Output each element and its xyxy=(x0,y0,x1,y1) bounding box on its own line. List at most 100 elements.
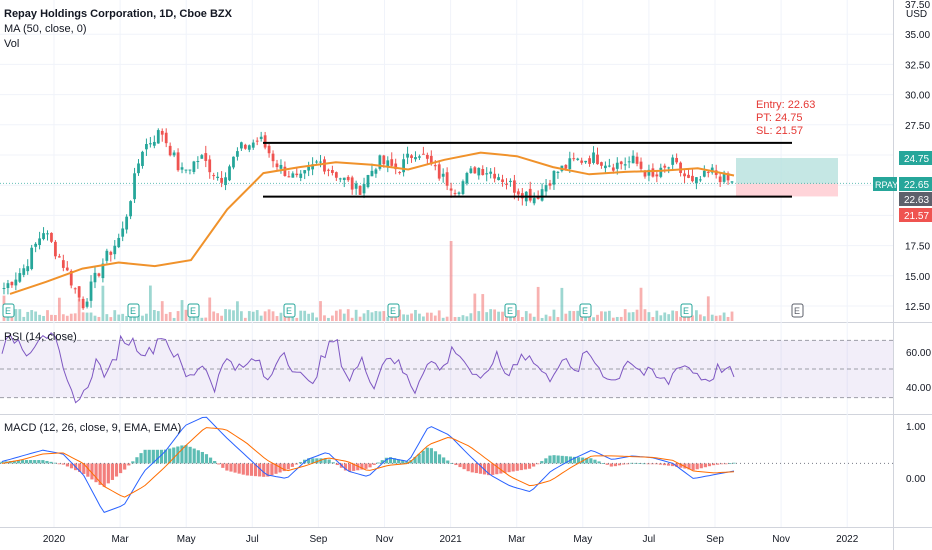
candle-body xyxy=(702,170,706,177)
candle-body xyxy=(358,186,362,195)
earnings-marker[interactable] xyxy=(2,303,15,318)
macd-hist-bar xyxy=(630,462,634,464)
macd-hist-bar xyxy=(163,449,168,464)
time-tick-label: Mar xyxy=(111,534,129,545)
macd-legend[interactable]: MACD (12, 26, close, 9, EMA, EMA) xyxy=(4,422,182,434)
macd-hist-bar xyxy=(724,463,728,465)
macd-hist-bar xyxy=(225,463,229,471)
macd-hist-bar xyxy=(24,460,29,464)
volume-bar xyxy=(667,314,671,321)
candle-body xyxy=(327,169,330,171)
candle-body xyxy=(584,160,588,163)
volume-bar xyxy=(627,312,631,321)
candle-body xyxy=(362,184,366,194)
svg-text:RPAY: RPAY xyxy=(875,180,898,190)
candle-body xyxy=(184,169,188,171)
candle-body xyxy=(647,169,651,176)
macd-hist-bar xyxy=(245,463,249,476)
candle-body xyxy=(65,267,69,271)
macd-hist-bar xyxy=(511,463,515,472)
candle-body xyxy=(730,181,734,183)
candle-body xyxy=(718,176,722,183)
sl-annotation: SL: 21.57 xyxy=(756,125,803,137)
candle-body xyxy=(659,167,663,177)
time-tick-label: May xyxy=(573,534,592,545)
candle-body xyxy=(390,159,394,166)
volume-bar xyxy=(57,297,61,321)
pt-price-tag: 24.75 xyxy=(899,151,932,165)
volume-bar xyxy=(212,311,216,321)
symbol-title[interactable]: Repay Holdings Corporation, 1D, Cboe BZX xyxy=(4,8,232,20)
volume-bar xyxy=(730,311,734,321)
ma-legend[interactable]: MA (50, close, 0) xyxy=(4,23,87,35)
candle-body xyxy=(283,166,287,176)
time-tick-label: Nov xyxy=(772,534,790,545)
volume-bar xyxy=(303,310,307,321)
macd-hist-bar xyxy=(585,457,589,464)
volume-bar xyxy=(346,309,350,321)
candle-body xyxy=(212,175,216,177)
candle-body xyxy=(596,154,599,165)
volume-bar xyxy=(698,314,702,321)
macd-hist-bar xyxy=(41,460,45,464)
svg-text:21.57: 21.57 xyxy=(904,211,929,222)
macd-hist-bar xyxy=(662,463,667,466)
volume-bar xyxy=(350,317,354,321)
volume-bar xyxy=(156,311,160,321)
macd-hist-bar xyxy=(593,459,597,464)
earnings-marker[interactable] xyxy=(387,303,400,318)
candle-body xyxy=(394,163,398,170)
candle-body xyxy=(18,273,22,282)
macd-hist-bar xyxy=(343,463,348,471)
volume-bar xyxy=(457,316,461,321)
macd-hist-bar xyxy=(540,461,544,464)
volume-bar xyxy=(623,309,627,321)
candle-body xyxy=(726,173,730,181)
earnings-marker[interactable] xyxy=(187,303,200,318)
earnings-marker[interactable] xyxy=(680,303,693,318)
time-tick-label: Mar xyxy=(508,534,526,545)
macd-hist-bar xyxy=(159,449,164,464)
volume-bar xyxy=(437,310,441,321)
candle-body xyxy=(481,168,485,176)
volume-bar xyxy=(42,315,45,321)
candle-body xyxy=(236,151,239,157)
macd-hist-bar xyxy=(527,463,532,469)
earnings-marker-label: E xyxy=(286,306,292,316)
earnings-marker[interactable] xyxy=(127,303,140,318)
candle-body xyxy=(57,256,61,258)
volume-bar xyxy=(259,315,263,321)
candle-body xyxy=(255,140,259,142)
candle-body xyxy=(378,155,382,169)
volume-bar xyxy=(418,313,421,321)
earnings-marker[interactable] xyxy=(283,303,296,318)
candle-body xyxy=(46,233,49,235)
macd-hist-bar xyxy=(605,463,609,465)
vol-legend[interactable]: Vol xyxy=(4,38,20,50)
volume-bar xyxy=(164,313,168,321)
volume-bar xyxy=(382,311,386,321)
macd-hist-bar xyxy=(491,463,495,475)
candle-body xyxy=(445,172,449,186)
macd-hist-bar xyxy=(286,463,290,470)
volume-bar xyxy=(461,315,465,321)
macd-hist-bar xyxy=(372,463,376,465)
macd-hist-bar xyxy=(123,463,127,470)
candle-body xyxy=(453,192,457,194)
macd-hist-bar xyxy=(102,463,106,487)
candle-body xyxy=(382,155,386,165)
volume-bar xyxy=(38,314,41,321)
candle-body xyxy=(26,266,30,272)
candle-body xyxy=(164,132,168,144)
volume-bar xyxy=(334,310,338,321)
earnings-marker[interactable] xyxy=(791,303,804,318)
candle-body xyxy=(137,163,140,174)
candle-body xyxy=(643,170,647,177)
rsi-legend[interactable]: RSI (14, close) xyxy=(4,331,77,343)
earnings-marker[interactable] xyxy=(579,303,592,318)
candle-body xyxy=(117,237,121,248)
earnings-marker[interactable] xyxy=(504,303,517,318)
volume-bar xyxy=(485,312,489,321)
candle-body xyxy=(287,176,291,178)
